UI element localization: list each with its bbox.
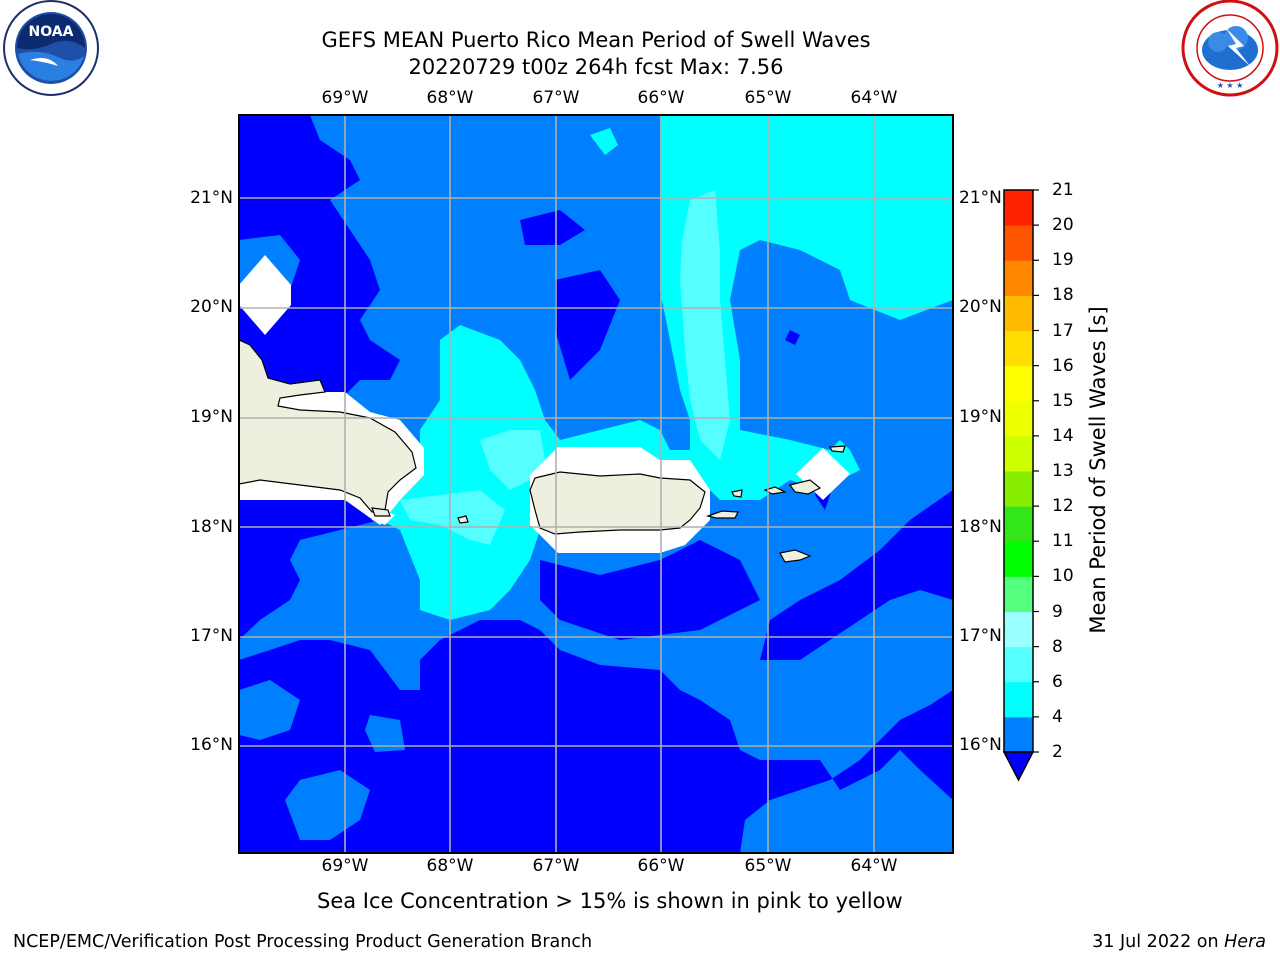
colorbar xyxy=(1002,189,1039,782)
lon-label-bottom: 64°W xyxy=(850,856,898,876)
colorbar-segment xyxy=(1004,435,1033,472)
colorbar-tick-label: 9 xyxy=(1052,601,1063,622)
lon-label-bottom: 67°W xyxy=(532,856,580,876)
lat-label-right: 16°N xyxy=(959,735,1002,755)
svg-text:★ ★ ★: ★ ★ ★ xyxy=(1217,81,1244,90)
footer-host: Hera xyxy=(1224,932,1266,952)
lon-label-top: 65°W xyxy=(744,88,792,108)
colorbar-segment xyxy=(1004,576,1033,612)
colorbar-segment xyxy=(1004,681,1033,718)
colorbar-tick-label: 15 xyxy=(1052,390,1074,411)
lon-label-top: 67°W xyxy=(532,88,580,108)
noaa-logo-text: NOAA xyxy=(29,24,74,40)
colorbar-segment xyxy=(1004,716,1033,753)
footer-credit: NCEP/EMC/Verification Post Processing Pr… xyxy=(13,932,593,952)
colorbar-tick-label: 12 xyxy=(1052,496,1074,517)
colorbar-tick-label: 14 xyxy=(1052,425,1074,446)
colorbar-segment xyxy=(1004,400,1033,437)
lon-label-bottom: 66°W xyxy=(637,856,685,876)
lat-label-left: 19°N xyxy=(190,407,233,427)
colorbar-tick-label: 11 xyxy=(1052,531,1074,552)
colorbar-tick-label: 4 xyxy=(1052,706,1063,727)
colorbar-tick-label: 13 xyxy=(1052,461,1074,481)
contour-level-6 xyxy=(370,115,953,620)
colorbar-label: Mean Period of Swell Waves [s] xyxy=(1086,306,1110,634)
nws-logo: ★ ★ ★ xyxy=(1181,0,1279,97)
colorbar-tick-label: 17 xyxy=(1052,320,1074,341)
colorbar-tick-label: 21 xyxy=(1052,180,1074,200)
sea-ice-note: Sea Ice Concentration > 15% is shown in … xyxy=(317,889,903,913)
lat-label-right: 21°N xyxy=(959,188,1002,208)
colorbar-segment xyxy=(1004,225,1033,261)
colorbar-extend-arrow xyxy=(1002,751,1035,782)
lat-label-left: 20°N xyxy=(190,297,233,317)
colorbar-segment xyxy=(1004,646,1033,683)
lat-label-left: 17°N xyxy=(190,626,233,646)
lon-label-bottom: 69°W xyxy=(321,856,369,876)
lat-label-right: 19°N xyxy=(959,407,1002,427)
colorbar-segment xyxy=(1004,611,1033,648)
lon-label-bottom: 68°W xyxy=(426,856,474,876)
contour-level-8 xyxy=(400,190,730,545)
colorbar-segment xyxy=(1004,506,1033,542)
lon-label-bottom: 65°W xyxy=(744,856,792,876)
lon-label-top: 68°W xyxy=(426,88,474,108)
map-panel xyxy=(239,115,953,853)
colorbar-tick-label: 20 xyxy=(1052,215,1074,236)
colorbar-segment xyxy=(1004,190,1033,226)
footer-date: 31 Jul 2022 on Hera xyxy=(1092,932,1266,952)
colorbar-segment xyxy=(1004,330,1033,367)
lat-label-left: 18°N xyxy=(190,517,233,537)
colorbar-tick-label: 10 xyxy=(1052,566,1074,587)
colorbar-segment xyxy=(1004,541,1033,577)
chart-title: GEFS MEAN Puerto Rico Mean Period of Swe… xyxy=(321,28,871,52)
chart-subtitle: 20220729 t00z 264h fcst Max: 7.56 xyxy=(408,55,784,79)
colorbar-segment xyxy=(1004,295,1033,331)
gridlines xyxy=(239,115,953,853)
colorbar-segment xyxy=(1004,365,1033,402)
lat-label-left: 16°N xyxy=(190,735,233,755)
colorbar-tick-label: 16 xyxy=(1052,355,1074,376)
noaa-logo: NOAA xyxy=(3,0,99,96)
lat-label-right: 18°N xyxy=(959,517,1002,537)
colorbar-tick-label: 8 xyxy=(1052,636,1063,657)
lon-label-top: 66°W xyxy=(637,88,685,108)
colorbar-segment xyxy=(1004,471,1033,507)
lon-label-top: 69°W xyxy=(321,88,369,108)
lat-label-right: 20°N xyxy=(959,297,1002,317)
colorbar-tick-label: 19 xyxy=(1052,250,1074,271)
map-frame xyxy=(238,114,954,854)
lat-label-left: 21°N xyxy=(190,188,233,208)
colorbar-tick-label: 6 xyxy=(1052,671,1063,692)
lon-label-top: 64°W xyxy=(850,88,898,108)
colorbar-tick-label: 2 xyxy=(1052,742,1063,762)
lat-label-right: 17°N xyxy=(959,626,1002,646)
colorbar-tick-label: 18 xyxy=(1052,285,1074,306)
footer-date-text: 31 Jul 2022 on xyxy=(1092,932,1225,952)
colorbar-segment xyxy=(1004,260,1033,296)
